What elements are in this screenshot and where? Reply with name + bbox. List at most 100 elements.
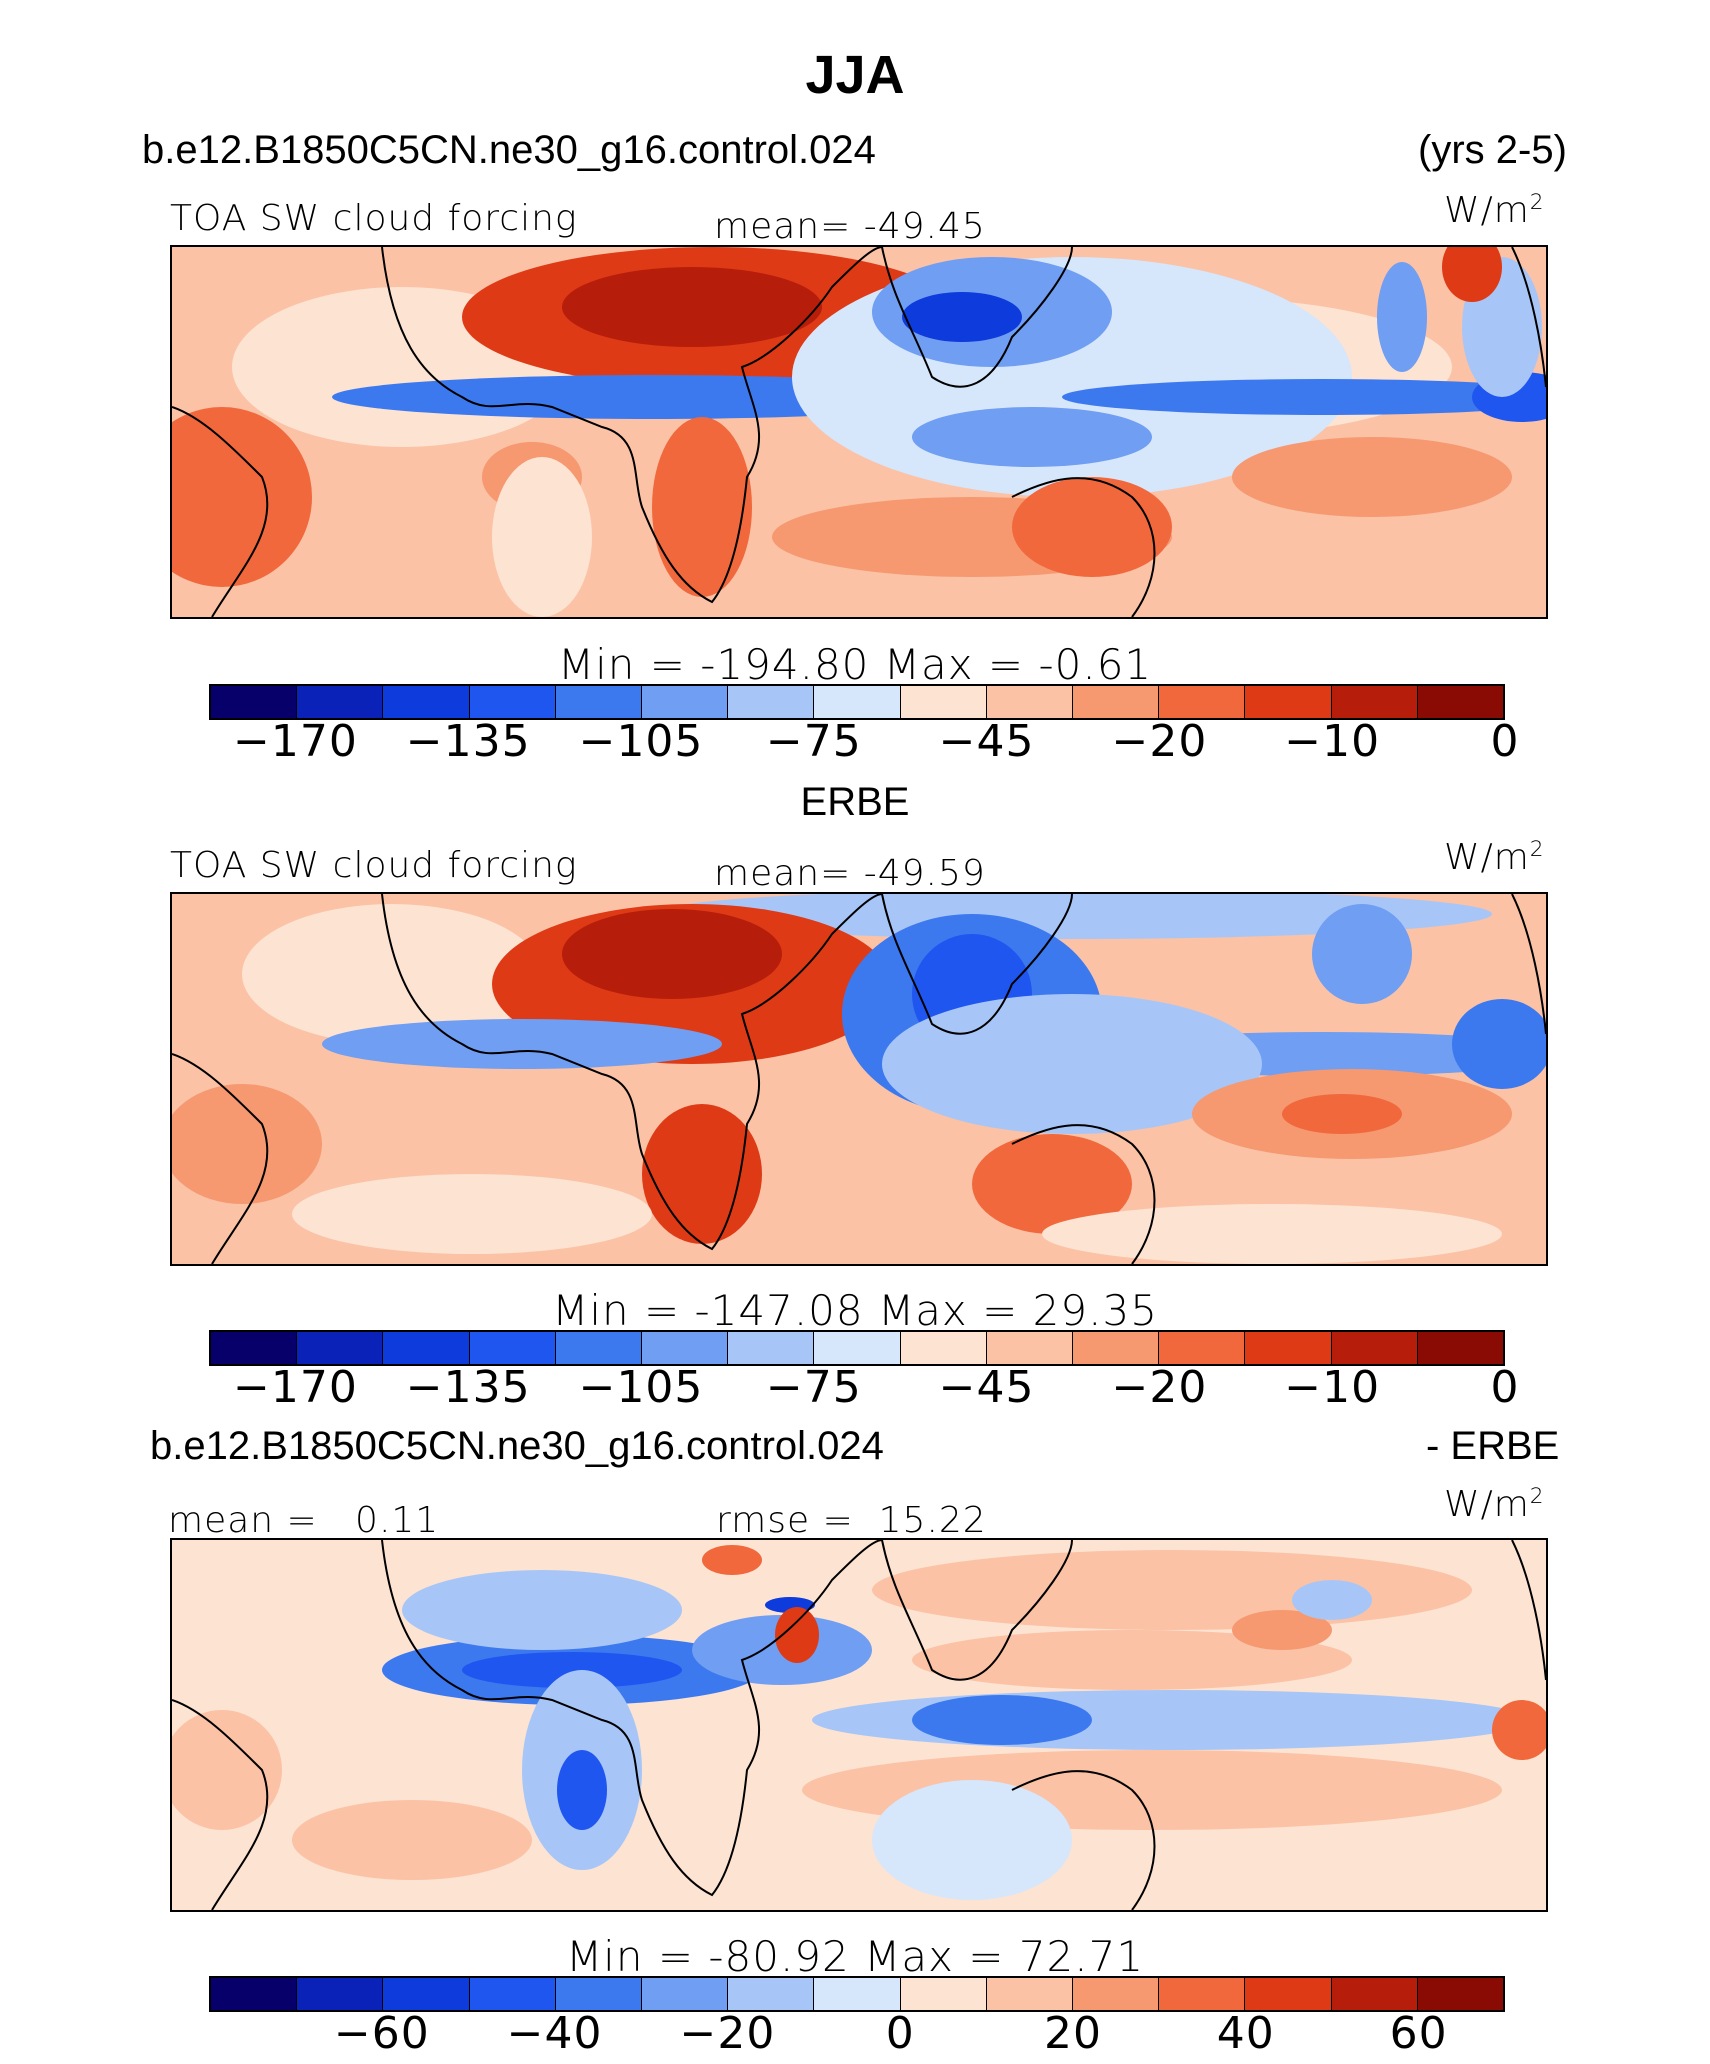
colorbar-swatch [900, 686, 987, 718]
field-patch [322, 1019, 722, 1069]
colorbar-swatch [211, 1332, 298, 1364]
colorbar-swatch [297, 686, 384, 718]
colorbar-swatch [1159, 1332, 1246, 1364]
colorbar-swatch [469, 686, 556, 718]
field-patch [872, 1780, 1072, 1900]
colorbar-swatch [211, 686, 298, 718]
colorbar-swatch [1417, 1978, 1504, 2010]
colorbar-swatch [1331, 1332, 1418, 1364]
coastlines [172, 247, 1546, 617]
colorbar-swatch [297, 1332, 384, 1364]
colorbar-swatch [1073, 1978, 1160, 2010]
colorbar-tick-label: −60 [333, 2008, 430, 2059]
model-field [172, 247, 1546, 617]
colorbar-swatch [728, 1978, 815, 2010]
units-exp: 2 [1529, 190, 1545, 215]
field-patch [292, 1800, 532, 1880]
field-patch [1282, 1094, 1402, 1134]
colorbar-tick-label: −45 [938, 1362, 1035, 1413]
colorbar-swatch [469, 1332, 556, 1364]
field-patch [462, 1652, 682, 1688]
units-label: W/m2 [1444, 1484, 1545, 1525]
colorbar-swatch [1417, 686, 1504, 718]
colorbar-swatch [1073, 1332, 1160, 1364]
coastline [881, 247, 1073, 388]
field-patch [1377, 262, 1427, 372]
colorbar-swatch [1331, 1978, 1418, 2010]
minmax-label: Min = -147.08 Max = 29.35 [552, 1286, 1158, 1335]
colorbar-tick-label: 60 [1389, 2008, 1448, 2059]
colorbar-swatch [900, 1978, 987, 2010]
field-patch [172, 1710, 282, 1830]
diff-mean-label: mean = 0.11 [168, 1500, 439, 1541]
colorbar-swatch [1073, 686, 1160, 718]
field-patch [912, 407, 1152, 467]
coastline [1511, 894, 1546, 1035]
colorbar-swatch [383, 1978, 470, 2010]
colorbar-swatch [297, 1978, 384, 2010]
colorbar-tick-label: −135 [405, 1362, 531, 1413]
units-base: W/m [1444, 1484, 1530, 1525]
field-patch [292, 1174, 652, 1254]
field-patch [702, 1545, 762, 1575]
colorbar-tick-label: −40 [506, 2008, 603, 2059]
colorbar-tick-label: −20 [679, 2008, 776, 2059]
field-patch [172, 1084, 322, 1204]
coastline [1511, 1540, 1546, 1681]
colorbar-swatch [555, 1332, 643, 1364]
obs-field [172, 894, 1546, 1264]
diff-mean-label-text: mean = [168, 1500, 318, 1541]
coastline [1011, 477, 1156, 617]
colorbar-tick-label: −75 [765, 716, 862, 767]
field-patch [1292, 1580, 1372, 1620]
colorbar-tick-label: 0 [1490, 1362, 1520, 1413]
units-base: W/m [1444, 190, 1530, 231]
case-name: b.e12.B1850C5CN.ne30_g16.control.024 [142, 128, 876, 172]
colorbar-tick-label: −75 [765, 1362, 862, 1413]
units-exp: 2 [1529, 837, 1545, 862]
diff-case-name: b.e12.B1850C5CN.ne30_g16.control.024 [150, 1424, 884, 1468]
colorbar-swatch [900, 1332, 987, 1364]
coastline [381, 894, 883, 1251]
coastline [172, 406, 269, 617]
mean-label: mean= -49.59 [714, 853, 986, 894]
colorbar-swatch [1245, 686, 1332, 718]
field-patch [1232, 1610, 1332, 1650]
field-patch [492, 457, 592, 617]
field-patch [912, 1695, 1092, 1745]
rmse-value: 15.22 [878, 1500, 987, 1541]
field-patch [1492, 1700, 1546, 1760]
colorbar-swatch [555, 1978, 643, 2010]
coastline [381, 247, 883, 604]
colorbar-swatch [986, 686, 1074, 718]
colorbar-swatch [1417, 1332, 1504, 1364]
diff-suffix: - ERBE [1426, 1424, 1560, 1468]
variable-label: TOA SW cloud forcing [170, 198, 578, 239]
colorbar-tick-label: −20 [1111, 716, 1208, 767]
colorbar-swatch [728, 686, 815, 718]
colorbar-swatch [814, 686, 901, 718]
diff-mean-value: 0.11 [355, 1500, 440, 1541]
colorbar-swatch [642, 686, 729, 718]
colorbar-swatch [814, 1978, 901, 2010]
mean-value: -49.59 [863, 853, 986, 894]
field-patch [642, 1104, 762, 1244]
coastline [1511, 247, 1546, 388]
colorbar-swatch [986, 1332, 1074, 1364]
field-patch [1012, 477, 1172, 577]
colorbar-swatch [986, 1978, 1074, 2010]
colorbar-tick-label: 0 [1490, 716, 1520, 767]
variable-label: TOA SW cloud forcing [170, 845, 578, 886]
colorbar-tick-label: −20 [1111, 1362, 1208, 1413]
diff-field [172, 1540, 1546, 1910]
units-label: W/m2 [1444, 837, 1545, 878]
coastline [881, 894, 1073, 1035]
colorbar [209, 684, 1505, 720]
colorbar-swatch [1245, 1332, 1332, 1364]
colorbar-tick-label: −45 [938, 716, 1035, 767]
field-patch [972, 1134, 1132, 1234]
diff-map [170, 1538, 1548, 1912]
field-patch [902, 292, 1022, 342]
coastline [381, 1540, 883, 1897]
field-patch [872, 1550, 1472, 1630]
